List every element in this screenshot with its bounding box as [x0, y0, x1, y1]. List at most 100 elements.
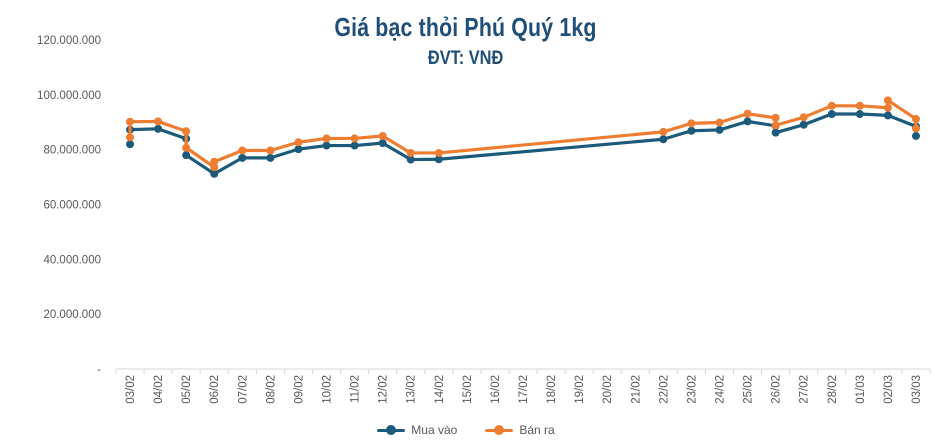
- x-tick-label: 25/02: [743, 375, 755, 404]
- x-tick-label: 18/02: [546, 375, 558, 404]
- x-tick-label: 06/02: [209, 375, 221, 404]
- series-layer: [126, 96, 920, 178]
- data-point-ban-ra: [855, 101, 864, 110]
- chart-subtitle: ĐVT: VNĐ: [427, 48, 504, 69]
- x-tick-label: 04/02: [153, 375, 165, 404]
- data-point-ban-ra: [827, 101, 836, 110]
- data-point-ban-ra: [350, 134, 359, 143]
- series-line-mua-vao: [128, 112, 918, 176]
- x-tick-label: 17/02: [518, 375, 530, 404]
- legend-item-mua-vao: Mua vào: [377, 423, 457, 437]
- x-tick-label: 23/02: [686, 375, 698, 404]
- y-axis: - 20.000.000 40.000.000 60.000.000 80.000.00…: [37, 35, 101, 376]
- data-point-ban-ra: [210, 157, 219, 166]
- x-tick-label: 13/02: [406, 375, 418, 404]
- legend-swatch-mua-vao: [377, 424, 406, 436]
- x-tick-label: 15/02: [462, 375, 474, 404]
- data-point-ban-ra: [911, 124, 920, 133]
- data-point-ban-ra: [238, 146, 247, 155]
- data-point-mua-vao: [743, 117, 752, 126]
- data-point-mua-vao: [210, 169, 219, 178]
- data-point-ban-ra: [687, 119, 696, 128]
- x-tick-label: 07/02: [237, 375, 249, 404]
- data-point-ban-ra: [883, 103, 892, 112]
- chart-legend: Mua vào Bán ra: [0, 423, 932, 437]
- data-point-mua-vao: [687, 126, 696, 135]
- data-point-mua-vao: [883, 111, 892, 120]
- x-tick-label: 08/02: [265, 375, 277, 404]
- y-tick-label: 40.000.000: [43, 254, 101, 266]
- legend-label-ban-ra: Bán ra: [519, 423, 555, 437]
- chart-title: Giá bạc thỏi Phú Quý 1kg: [334, 12, 597, 42]
- data-point-ban-ra: [883, 96, 892, 105]
- y-tick-label: -: [97, 364, 101, 376]
- data-point-mua-vao: [715, 125, 724, 134]
- data-point-ban-ra: [911, 114, 920, 123]
- data-point-mua-vao: [771, 128, 780, 137]
- x-tick-label: 03/03: [911, 375, 923, 404]
- x-tick-label: 12/02: [378, 375, 390, 404]
- x-tick-label: 16/02: [490, 375, 502, 404]
- data-point-ban-ra: [322, 134, 331, 143]
- x-tick-label: 09/02: [293, 375, 305, 404]
- data-point-ban-ra: [266, 146, 275, 155]
- x-tick-label: 14/02: [434, 375, 446, 404]
- data-point-mua-vao: [855, 110, 864, 119]
- data-point-mua-vao: [378, 139, 387, 148]
- x-axis: 03/02 04/02 05/02 06/02 07/02 08/02 09/02 10/02…: [115, 368, 931, 404]
- data-point-ban-ra: [799, 113, 808, 122]
- data-point-ban-ra: [210, 163, 219, 172]
- legend-item-ban-ra: Bán ra: [485, 423, 555, 437]
- data-point-ban-ra: [659, 127, 668, 136]
- data-point-ban-ra: [182, 127, 191, 136]
- data-point-ban-ra: [182, 143, 191, 152]
- data-point-ban-ra: [406, 148, 415, 157]
- legend-swatch-ban-ra: [485, 424, 514, 436]
- data-point-mua-vao: [659, 135, 668, 144]
- y-tick-label: 80.000.000: [43, 145, 101, 157]
- x-tick-label: 19/02: [574, 375, 586, 404]
- x-tick-label: 26/02: [771, 375, 783, 404]
- data-point-ban-ra: [743, 109, 752, 118]
- data-point-mua-vao: [182, 151, 191, 160]
- data-point-mua-vao: [434, 155, 443, 164]
- y-tick-label: 20.000.000: [43, 309, 101, 321]
- x-tick-label: 01/03: [855, 375, 867, 404]
- data-point-mua-vao: [799, 120, 808, 129]
- data-point-mua-vao: [322, 141, 331, 150]
- data-point-ban-ra: [154, 117, 163, 126]
- x-tick-label: 24/02: [714, 375, 726, 404]
- data-point-mua-vao: [154, 124, 163, 133]
- x-tick-label: 28/02: [827, 375, 839, 404]
- data-point-mua-vao: [266, 153, 275, 162]
- data-point-ban-ra: [434, 148, 443, 157]
- x-tick-label: 21/02: [630, 375, 642, 404]
- x-tick-label: 02/03: [883, 375, 895, 404]
- x-tick-label: 22/02: [658, 375, 670, 404]
- data-point-ban-ra: [771, 113, 780, 122]
- x-tick-label: 10/02: [322, 375, 334, 404]
- data-point-mua-vao: [238, 153, 247, 162]
- x-tick-label: 11/02: [350, 375, 362, 403]
- data-point-ban-ra: [126, 133, 135, 142]
- legend-label-mua-vao: Mua vào: [411, 423, 458, 437]
- series-line-ban-ra: [128, 98, 918, 169]
- y-tick-label: 120.000.000: [37, 35, 101, 47]
- data-point-mua-vao: [350, 141, 359, 150]
- data-point-ban-ra: [378, 131, 387, 140]
- data-point-ban-ra: [294, 138, 303, 147]
- x-tick-label: 03/02: [125, 375, 137, 404]
- data-point-mua-vao: [406, 155, 415, 164]
- data-point-ban-ra: [715, 118, 724, 127]
- x-tick-label: 20/02: [602, 375, 614, 404]
- data-point-ban-ra: [126, 117, 135, 126]
- x-tick-label: 05/02: [181, 375, 193, 404]
- data-point-mua-vao: [126, 140, 135, 149]
- data-point-ban-ra: [771, 121, 780, 130]
- y-tick-label: 60.000.000: [43, 200, 101, 212]
- data-point-mua-vao: [294, 145, 303, 154]
- data-point-mua-vao: [911, 131, 920, 140]
- y-tick-label: 100.000.000: [37, 90, 101, 102]
- data-point-mua-vao: [827, 110, 836, 119]
